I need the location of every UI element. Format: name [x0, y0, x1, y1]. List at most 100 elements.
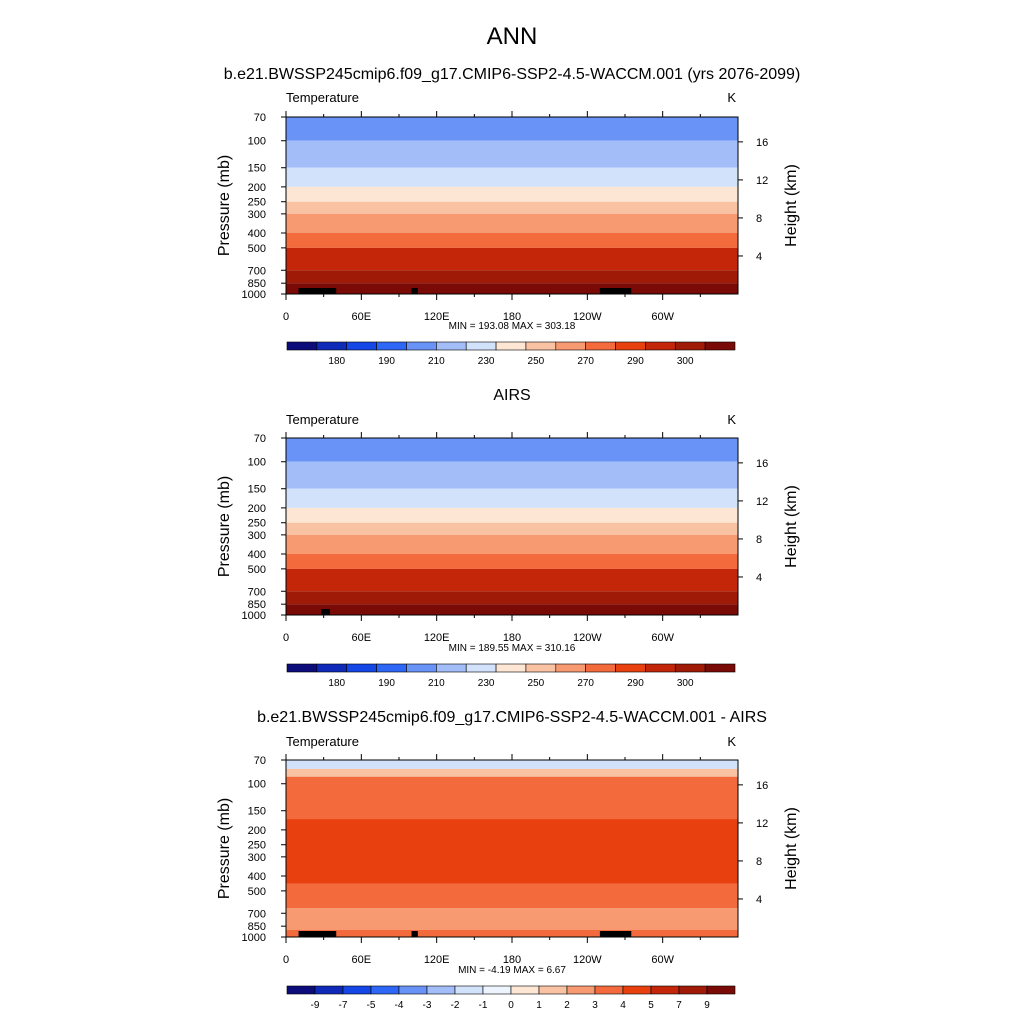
colorbar-label: 4 [620, 1000, 626, 1011]
lon-tick-label: 120W [573, 954, 602, 966]
colorbar-box [495, 341, 527, 351]
field-band [286, 438, 738, 462]
colorbar-box [645, 341, 676, 351]
pressure-tick-label: 300 [248, 530, 266, 542]
lon-tick-label: 120W [573, 311, 602, 323]
pressure-tick-label: 700 [248, 265, 266, 277]
colorbar-box [342, 985, 372, 995]
colorbar-box [704, 663, 736, 673]
topography-mask [321, 609, 330, 615]
min-max-label: MIN = -4.19 MAX = 6.67 [458, 965, 566, 976]
colorbar-label: 180 [328, 356, 345, 367]
topography-mask [599, 288, 632, 294]
colorbar-label: 230 [478, 356, 495, 367]
height-tick-label: 4 [756, 572, 762, 584]
colorbar-box [566, 985, 596, 995]
colorbar-box [436, 663, 467, 673]
lon-tick-label: 180 [503, 954, 521, 966]
topography-mask [298, 288, 337, 294]
colorbar-label: 2 [564, 1000, 570, 1011]
colorbar-label: 7 [676, 1000, 682, 1011]
field-band [286, 591, 738, 605]
field-band [286, 213, 738, 234]
colorbar-box [316, 341, 348, 351]
colorbar-box [555, 663, 586, 673]
colorbar-box [674, 663, 706, 673]
field-band [286, 233, 738, 248]
colorbar-box [406, 341, 437, 351]
colorbar-box [376, 341, 407, 351]
lon-tick-label: 120E [424, 954, 450, 966]
colorbar-box [316, 663, 348, 673]
pressure-tick-label: 850 [248, 921, 266, 933]
colorbar-box [645, 663, 676, 673]
figure-title: ANN [487, 23, 538, 50]
pressure-tick-label: 250 [248, 840, 266, 852]
lon-tick-label: 60W [651, 954, 674, 966]
lon-tick-label: 60E [352, 632, 372, 644]
colorbar-box [436, 341, 467, 351]
pressure-tick-label: 850 [248, 599, 266, 611]
colorbar-label: 230 [478, 678, 495, 689]
colorbar-box [346, 663, 377, 673]
pressure-tick-label: 100 [248, 457, 266, 469]
colorbar-box [286, 985, 316, 995]
pressure-tick-label: 1000 [242, 610, 266, 622]
colorbar-box [406, 663, 437, 673]
height-tick-label: 16 [756, 137, 768, 149]
colorbar-box [346, 341, 377, 351]
colorbar-label: 250 [528, 356, 545, 367]
pressure-tick-label: 250 [248, 518, 266, 530]
colorbar-box [465, 663, 497, 673]
field-band [286, 819, 738, 884]
lon-tick-label: 180 [503, 632, 521, 644]
pressure-tick-label: 400 [248, 228, 266, 240]
pressure-tick-label: 200 [248, 182, 266, 194]
pressure-tick-label: 1000 [242, 289, 266, 301]
field-band [286, 270, 738, 284]
lon-tick-label: 120E [424, 311, 450, 323]
field-layers [286, 117, 738, 294]
pressure-tick-label: 700 [248, 586, 266, 598]
colorbar-box [650, 985, 680, 995]
y2-axis-label: Height (km) [783, 164, 800, 247]
field-band [286, 488, 738, 508]
colorbar-label: 190 [378, 678, 395, 689]
topography-mask [599, 931, 632, 937]
units-label: K [727, 90, 736, 105]
field-layers [286, 760, 738, 937]
panel-title: b.e21.BWSSP245cmip6.f09_g17.CMIP6-SSP2-4… [257, 709, 767, 726]
height-tick-label: 12 [756, 175, 768, 187]
colorbar-label: 250 [528, 678, 545, 689]
colorbar-box [510, 985, 540, 995]
colorbar-box [398, 985, 428, 995]
colorbar-box [376, 663, 407, 673]
colorbar-label: 290 [627, 356, 644, 367]
pressure-tick-label: 250 [248, 197, 266, 209]
min-max-label: MIN = 189.55 MAX = 310.16 [449, 643, 576, 654]
colorbar-box [465, 341, 497, 351]
lon-tick-label: 120E [424, 632, 450, 644]
field-band [286, 908, 738, 930]
topography-mask [298, 931, 337, 937]
field-band [286, 283, 738, 294]
colorbar-box [594, 985, 624, 995]
pressure-tick-label: 400 [248, 549, 266, 561]
field-band [286, 604, 738, 615]
height-tick-label: 4 [756, 251, 762, 263]
topography-mask [411, 288, 418, 294]
y2-axis-label: Height (km) [783, 807, 800, 890]
y-axis-label: Pressure (mb) [216, 798, 233, 899]
colorbar-box [704, 341, 736, 351]
min-max-label: MIN = 193.08 MAX = 303.18 [449, 321, 576, 332]
lon-tick-label: 120W [573, 632, 602, 644]
colorbar-box [538, 985, 568, 995]
pressure-tick-label: 70 [254, 755, 266, 767]
variable-label: Temperature [286, 90, 359, 105]
pressure-tick-label: 300 [248, 209, 266, 221]
pressure-tick-label: 500 [248, 886, 266, 898]
colorbar-box [585, 663, 616, 673]
colorbar-label: -7 [339, 1000, 348, 1011]
